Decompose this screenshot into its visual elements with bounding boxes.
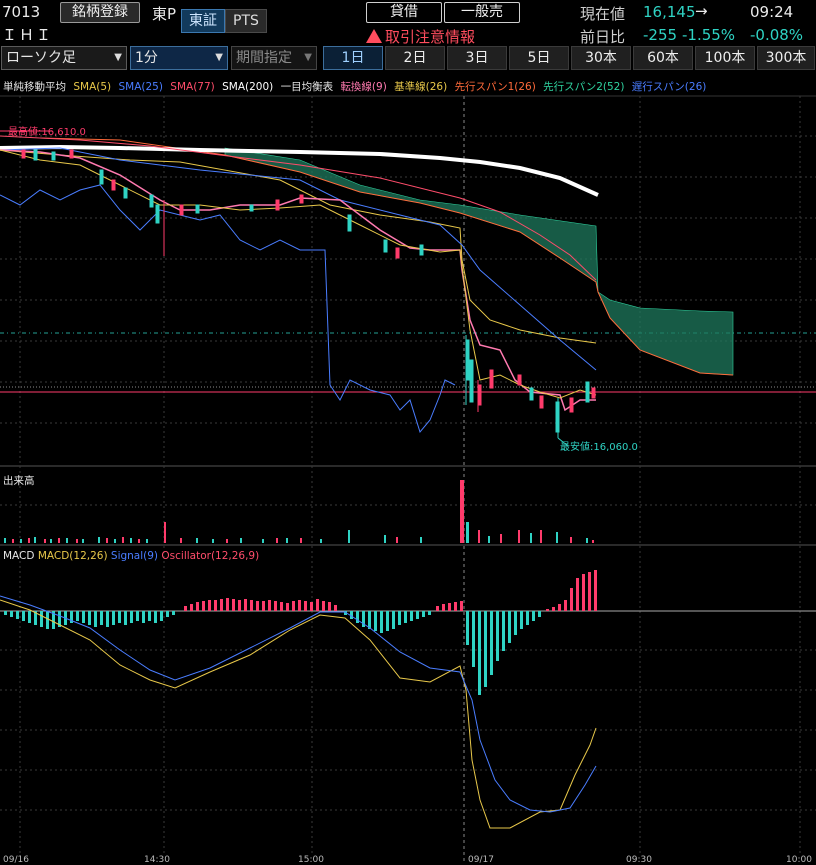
time-label-0930: 09:30: [626, 855, 652, 865]
legend-sma25: SMA(25): [118, 81, 163, 93]
chart-type-select[interactable]: ローソク足 ▼: [1, 46, 127, 70]
register-button[interactable]: 銘柄登録: [60, 2, 140, 23]
legend-senkou2: 先行スパン2(52): [543, 81, 625, 93]
range-300-bars[interactable]: 300本: [757, 46, 815, 70]
tab-pts[interactable]: PTS: [225, 9, 267, 33]
low-annotation: 最安値:16,060.0: [560, 440, 638, 453]
trade-warning-label: 取引注意情報: [385, 28, 476, 46]
legend-chikou: 遅行スパン(26): [631, 81, 707, 93]
range-100-bars[interactable]: 100本: [695, 46, 755, 70]
time-grid: [19, 96, 801, 856]
high-annotation: 最高値:16,610.0: [8, 125, 86, 138]
range-3d[interactable]: 3日: [447, 46, 507, 70]
price-grid: [0, 135, 816, 811]
chevron-down-icon: ▼: [114, 52, 122, 63]
price-arrow: →: [695, 2, 708, 20]
senkou-span-1: [39, 137, 734, 376]
legend-sma77: SMA(77): [170, 81, 215, 93]
chevron-down-icon: ▼: [304, 52, 312, 63]
kijun-line: [0, 149, 597, 344]
legend-oscillator: Oscillator(12,26,9): [161, 550, 260, 562]
chikou-line: [0, 184, 456, 434]
range-30-bars[interactable]: 30本: [571, 46, 631, 70]
time-label-0917: 09/17: [468, 855, 494, 865]
stock-name: ＩＨＩ: [2, 26, 54, 44]
range-60-bars[interactable]: 60本: [633, 46, 693, 70]
legend-sma5: SMA(5): [73, 81, 112, 93]
range-1d[interactable]: 1日: [323, 46, 383, 70]
change-value: -255: [643, 26, 678, 44]
range-2d[interactable]: 2日: [385, 46, 445, 70]
legend-kijun: 基準線(26): [394, 81, 448, 93]
candles: [21, 149, 596, 438]
legend-sma200: SMA(200): [222, 81, 274, 93]
legend-ichimoku-group: 一目均衡表: [280, 81, 334, 93]
chevron-down-icon: ▼: [215, 52, 223, 63]
sma77-line: [0, 135, 597, 281]
legend-macd: MACD(12,26): [37, 550, 108, 562]
time-label-1000: 10:00: [786, 855, 812, 865]
price-label: 現在値: [580, 5, 626, 23]
time-label-1500: 15:00: [298, 855, 324, 865]
market-prefix: 東P: [152, 5, 177, 23]
range-5d[interactable]: 5日: [509, 46, 569, 70]
warning-icon: [366, 29, 382, 43]
period-placeholder: 期間指定: [236, 50, 292, 66]
volume-bars: [12, 480, 594, 543]
lending-button[interactable]: 貸借: [366, 2, 442, 23]
price-value: 16,145: [643, 3, 696, 21]
volume-panel-label: 出来高: [3, 475, 35, 487]
legend-tenkan: 転換線(9): [340, 81, 387, 93]
legend-senkou1: 先行スパン1(26): [454, 81, 536, 93]
low-marker: [557, 437, 569, 447]
macd-histogram-negative: [4, 611, 541, 695]
volume-bars: [4, 522, 588, 543]
tab-tse[interactable]: 東証: [181, 9, 225, 33]
macd-legend: MACD MACD(12,26) Signal(9) Oscillator(12…: [3, 550, 259, 562]
period-select[interactable]: 期間指定 ▼: [231, 46, 317, 70]
trade-warning-link[interactable]: 取引注意情報: [366, 26, 475, 47]
change-label: 前日比: [580, 28, 626, 46]
change-percent: -1.55%: [682, 26, 736, 44]
chart-type-value: ローソク足: [6, 50, 76, 66]
stock-code: 7013: [2, 3, 41, 21]
signal-line: [0, 595, 597, 813]
macd-histogram-positive: [184, 570, 597, 611]
interval-value: 1分: [135, 50, 158, 66]
macd-line: [0, 599, 597, 829]
indicator-legend: 単純移動平均 SMA(5) SMA(25) SMA(77) SMA(200) 一…: [3, 79, 710, 94]
time-label-1430: 14:30: [144, 855, 170, 865]
sma200-line: [0, 144, 599, 197]
change-percent-secondary: -0.08%: [750, 26, 804, 44]
clock-time: 09:24: [750, 3, 794, 21]
general-sell-button[interactable]: 一般売: [444, 2, 520, 23]
legend-macd-group: MACD: [3, 550, 35, 562]
interval-select[interactable]: 1分 ▼: [130, 46, 228, 70]
time-label-0916: 09/16: [3, 855, 29, 865]
legend-sma-group: 単純移動平均: [3, 81, 66, 93]
sma25-line: [0, 147, 597, 371]
legend-signal: Signal(9): [110, 550, 159, 562]
